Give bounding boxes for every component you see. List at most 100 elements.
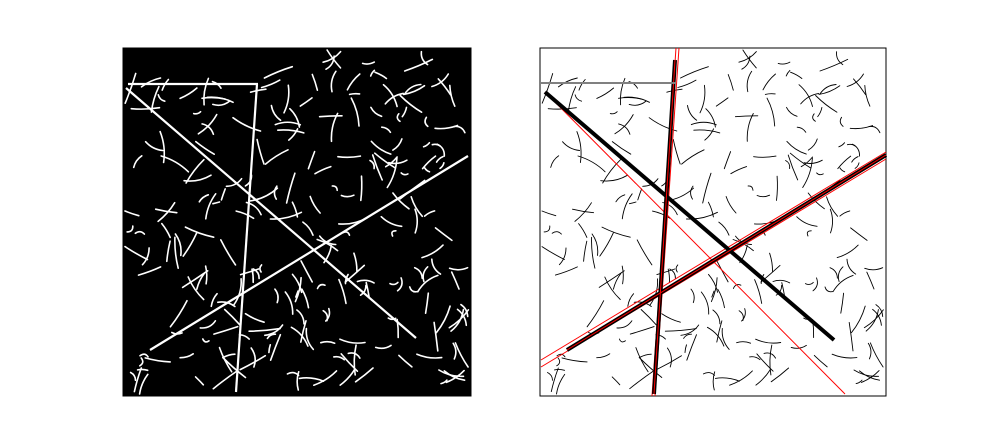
edge-fragment bbox=[256, 138, 265, 165]
edge-fragment bbox=[851, 143, 860, 157]
edge-fragment bbox=[174, 236, 179, 269]
edge-fragment bbox=[248, 327, 281, 332]
edge-fragment bbox=[598, 270, 625, 288]
edge-fragment bbox=[802, 157, 813, 188]
edge-fragment bbox=[192, 110, 202, 115]
edge-fragment bbox=[291, 201, 299, 218]
edge-fragment bbox=[318, 114, 343, 118]
edge-fragment bbox=[203, 77, 210, 106]
edge-fragment bbox=[770, 367, 790, 383]
edge-fragment bbox=[627, 293, 635, 307]
edge-fragment bbox=[416, 353, 443, 359]
edge-fragment bbox=[339, 368, 356, 386]
edge-fragment bbox=[812, 113, 816, 122]
edge-fragment bbox=[359, 284, 367, 296]
edge-fragment bbox=[199, 320, 217, 329]
edge-fragment bbox=[789, 152, 812, 169]
edge-fragment bbox=[556, 357, 561, 367]
edge-fragment bbox=[340, 353, 359, 372]
edge-fragment bbox=[578, 223, 588, 238]
edge-fragment bbox=[829, 208, 833, 234]
edge-fragment bbox=[201, 123, 215, 136]
edge-fragment bbox=[604, 276, 621, 300]
edge-fragment bbox=[440, 379, 448, 385]
edge-fragment bbox=[777, 61, 791, 65]
edge-fragment bbox=[725, 196, 737, 214]
edge-fragment bbox=[804, 281, 814, 285]
edge-fragment bbox=[772, 279, 791, 284]
edge-line-diagonal-down bbox=[125, 87, 417, 339]
edge-fragment bbox=[350, 97, 360, 127]
edge-fragment bbox=[629, 326, 655, 335]
edge-fragment bbox=[706, 326, 725, 347]
edge-fragment bbox=[640, 309, 657, 326]
edge-fragment bbox=[639, 353, 652, 358]
edge-fragment bbox=[854, 162, 860, 169]
edge-fragment bbox=[712, 309, 721, 325]
edge-fragment bbox=[423, 167, 431, 173]
edge-fragment bbox=[157, 201, 176, 223]
edge-fragment bbox=[853, 369, 880, 377]
edge-fragment bbox=[690, 288, 695, 304]
thick-line-diagonal-down bbox=[543, 90, 836, 342]
edge-fragment bbox=[269, 333, 282, 361]
edge-fragment bbox=[369, 159, 376, 170]
edge-fragment bbox=[710, 277, 718, 303]
edge-fragment bbox=[264, 149, 289, 165]
edge-fragment bbox=[576, 131, 582, 163]
edge-fragment bbox=[181, 270, 209, 289]
edge-fragment bbox=[266, 333, 277, 340]
edge-fragment bbox=[252, 268, 260, 280]
edge-fragment bbox=[325, 307, 331, 322]
edge-fragment bbox=[562, 141, 581, 151]
edge-fragment bbox=[450, 271, 460, 290]
edge-fragment bbox=[205, 193, 217, 220]
edge-fragment bbox=[656, 268, 676, 276]
edge-fragment bbox=[370, 106, 383, 118]
edge-fragment bbox=[623, 96, 650, 103]
edge-fragment bbox=[699, 84, 706, 114]
edge-fragment bbox=[867, 342, 872, 360]
edge-fragment bbox=[435, 305, 451, 334]
edge-fragment bbox=[133, 367, 143, 393]
edge-fragment bbox=[139, 353, 149, 358]
edge-fragment bbox=[235, 210, 255, 220]
edge-fragment bbox=[850, 227, 868, 241]
line-detection-panel bbox=[539, 47, 888, 397]
edge-fragment bbox=[746, 70, 753, 93]
edge-fragment bbox=[274, 121, 302, 126]
edge-fragment bbox=[250, 347, 257, 368]
edge-fragment bbox=[864, 267, 884, 271]
edge-fragment bbox=[431, 258, 442, 275]
edge-fragment bbox=[288, 128, 299, 141]
edge-fragment bbox=[166, 240, 171, 263]
edge-fragment bbox=[683, 333, 692, 339]
edge-fragment bbox=[132, 155, 143, 169]
edge-fragment bbox=[712, 371, 716, 391]
edge-fragment bbox=[408, 286, 418, 293]
edge-fragment bbox=[554, 369, 566, 371]
edge-fragment bbox=[194, 376, 205, 386]
edge-fragment bbox=[187, 276, 205, 301]
edge-fragment bbox=[438, 369, 465, 378]
edge-fragment bbox=[816, 172, 824, 176]
red-line-diagonal-up-a bbox=[540, 151, 887, 361]
edge-fragment bbox=[796, 126, 807, 133]
edge-fragment bbox=[693, 129, 721, 134]
edge-line-diagonal-up bbox=[149, 155, 469, 351]
edge-fragment bbox=[612, 272, 622, 290]
edge-fragment bbox=[273, 185, 278, 200]
edge-fragment bbox=[851, 156, 859, 163]
edge-fragment bbox=[786, 140, 807, 155]
edge-fragment bbox=[628, 100, 647, 106]
edge-fragment bbox=[716, 260, 729, 283]
edge-fragment bbox=[819, 58, 849, 72]
edge-fragment bbox=[420, 50, 429, 66]
edge-fragment bbox=[259, 264, 263, 273]
edge-fragment bbox=[832, 274, 854, 293]
edge-fragment bbox=[309, 195, 321, 214]
edge-fragment bbox=[298, 377, 325, 382]
edge-fragment bbox=[144, 140, 164, 152]
edge-fragment bbox=[413, 266, 423, 279]
edge-fragment bbox=[875, 304, 884, 317]
